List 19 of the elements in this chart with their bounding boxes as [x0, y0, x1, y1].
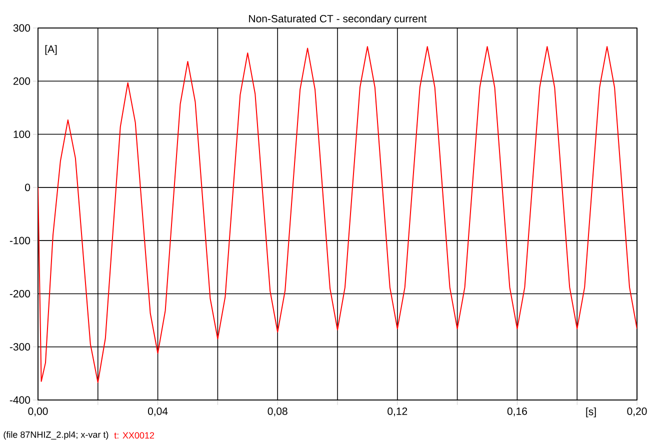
y-tick-label: 300 [13, 24, 30, 32]
text: t: XX0012 [114, 432, 154, 439]
x-tick-label: 0,12 [388, 408, 408, 416]
x-tick-label: 0,00 [28, 408, 48, 416]
chart-title: Non-Saturated CT - secondary current [249, 14, 427, 24]
x-tick-label: 0,16 [507, 408, 527, 416]
y-tick-label: 200 [13, 77, 30, 85]
y-tick-label: -300 [10, 343, 30, 351]
x-tick-label: 0,08 [268, 408, 288, 416]
y-axis-title: [A] [45, 45, 57, 55]
y-tick-label: -100 [10, 236, 30, 244]
y-tick-label: 100 [14, 130, 30, 138]
y-tick-label: 0 [25, 184, 30, 192]
x-tick-label: 0,04 [148, 408, 168, 416]
text: (file 87NHIZ_2.pl4; x-var t) [4, 431, 108, 440]
y-tick-label: -200 [10, 290, 30, 298]
x-axis-title: [s] [586, 408, 596, 418]
y-tick-label: -400 [10, 396, 30, 404]
x-tick-label: 0,20 [627, 408, 647, 416]
